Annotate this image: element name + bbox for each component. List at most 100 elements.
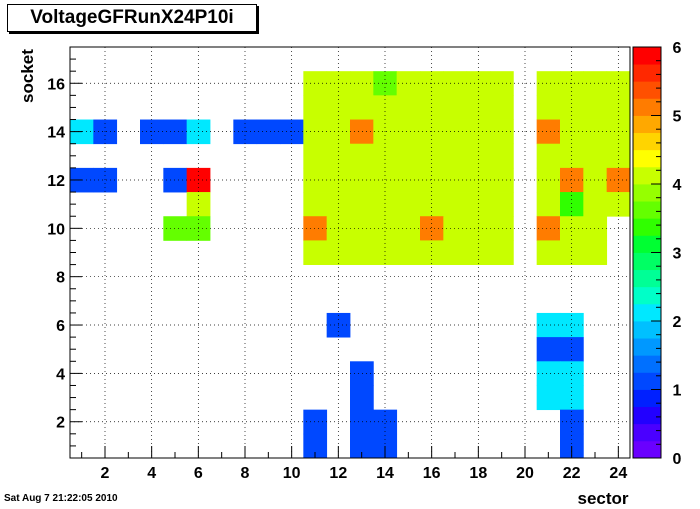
heatmap-cell [303, 192, 328, 217]
heatmap-cell [490, 95, 514, 120]
heatmap-cell [303, 95, 328, 120]
heatmap-cell [303, 71, 328, 96]
palette-swatch [633, 338, 661, 356]
heatmap-cell [536, 167, 561, 193]
x-tick-label: 2 [101, 465, 110, 482]
y-tick-label: 10 [47, 221, 65, 238]
heatmap-cell [303, 216, 328, 241]
heatmap-cell [163, 119, 188, 145]
heatmap-cell [560, 337, 584, 362]
heatmap-cell [396, 216, 421, 241]
palette-swatch [633, 218, 661, 236]
heatmap-cell [583, 119, 608, 145]
palette-swatch [633, 303, 661, 322]
heatmap-cell [396, 143, 421, 169]
palette-swatch [633, 355, 661, 373]
heatmap-cell [420, 240, 444, 265]
heatmap-cell [560, 385, 584, 411]
heatmap-cell [490, 143, 514, 169]
heatmap-cell [536, 119, 561, 145]
y-tick-label: 16 [47, 76, 65, 93]
heatmap-cell [186, 192, 211, 217]
y-tick-label: 14 [47, 125, 65, 142]
heatmap-cell [560, 240, 584, 265]
x-tick-label: 4 [147, 465, 156, 482]
z-tick-label: 4 [673, 177, 682, 194]
heatmap-cell [396, 192, 421, 217]
heatmap-cell [350, 385, 374, 411]
heatmap-cell [443, 240, 468, 265]
x-tick-label: 16 [423, 465, 441, 482]
heatmap-cell [303, 240, 328, 265]
heatmap-cell [560, 167, 584, 193]
heatmap-cell [396, 71, 421, 96]
z-tick-label: 0 [673, 451, 682, 468]
heatmap-cell [606, 192, 631, 217]
z-tick-label: 2 [673, 314, 682, 331]
heatmap-cell [443, 192, 468, 217]
heatmap-cell [396, 119, 421, 145]
heatmap-cell [536, 95, 561, 120]
heatmap-cell [560, 192, 584, 217]
y-tick-label: 12 [47, 173, 65, 190]
heatmap-cell [350, 143, 374, 169]
heatmap-cell [536, 71, 561, 96]
palette-swatch [633, 252, 661, 271]
heatmap-cell [443, 143, 468, 169]
palette-swatch [633, 149, 661, 168]
heatmap-cell [350, 95, 374, 120]
x-tick-label: 20 [516, 465, 534, 482]
heatmap-cell [303, 409, 328, 435]
heatmap-cell [373, 240, 398, 265]
heatmap-cell [443, 167, 468, 193]
palette-swatch [633, 132, 661, 151]
heatmap-cell [373, 216, 398, 241]
heatmap-cell [303, 119, 328, 145]
heatmap-cell [303, 433, 328, 459]
palette-swatch [633, 184, 661, 202]
heatmap-cell [93, 167, 118, 193]
y-tick-label: 8 [56, 270, 65, 287]
palette-swatch [633, 166, 661, 185]
heatmap-cell [560, 409, 584, 435]
palette-swatch [633, 235, 661, 253]
y-tick-label: 6 [56, 318, 65, 335]
heatmap-cell [536, 240, 561, 265]
heatmap-cell [303, 143, 328, 169]
palette-swatch [633, 201, 661, 219]
palette-swatch [633, 423, 661, 442]
x-axis-label: sector [577, 489, 628, 508]
palette-swatch [633, 406, 661, 425]
heatmap-cell [536, 385, 561, 411]
heatmap-cell [466, 192, 491, 217]
z-tick-label: 3 [673, 246, 682, 263]
x-tick-label: 24 [609, 465, 627, 482]
y-axis-label: socket [18, 49, 37, 103]
x-tick-label: 18 [469, 465, 487, 482]
heatmap-cell [490, 192, 514, 217]
heatmap-cell [560, 361, 584, 386]
x-tick-label: 22 [563, 465, 581, 482]
y-tick-label: 4 [56, 366, 65, 383]
heatmap-cell [373, 192, 398, 217]
z-tick-label: 5 [673, 109, 682, 126]
heatmap-cell [490, 167, 514, 193]
heatmap-cell [420, 216, 444, 241]
heatmap-cell [536, 216, 561, 241]
heatmap-cell [583, 71, 608, 96]
palette-swatch [633, 321, 661, 339]
x-tick-label: 6 [194, 465, 203, 482]
heatmap-cell [396, 240, 421, 265]
heatmap-cell [303, 167, 328, 193]
heatmap-cell [490, 216, 514, 241]
heatmap-cell [163, 216, 188, 241]
palette-swatch [633, 389, 661, 408]
heatmap-cell [350, 71, 374, 96]
z-tick-label: 1 [673, 383, 682, 400]
heatmap-cell [256, 119, 281, 145]
chart-title: VoltageGFRunX24P10i [7, 4, 257, 32]
heatmap-cell [350, 240, 374, 265]
heatmap-cell [466, 240, 491, 265]
heatmap-cell [396, 167, 421, 193]
